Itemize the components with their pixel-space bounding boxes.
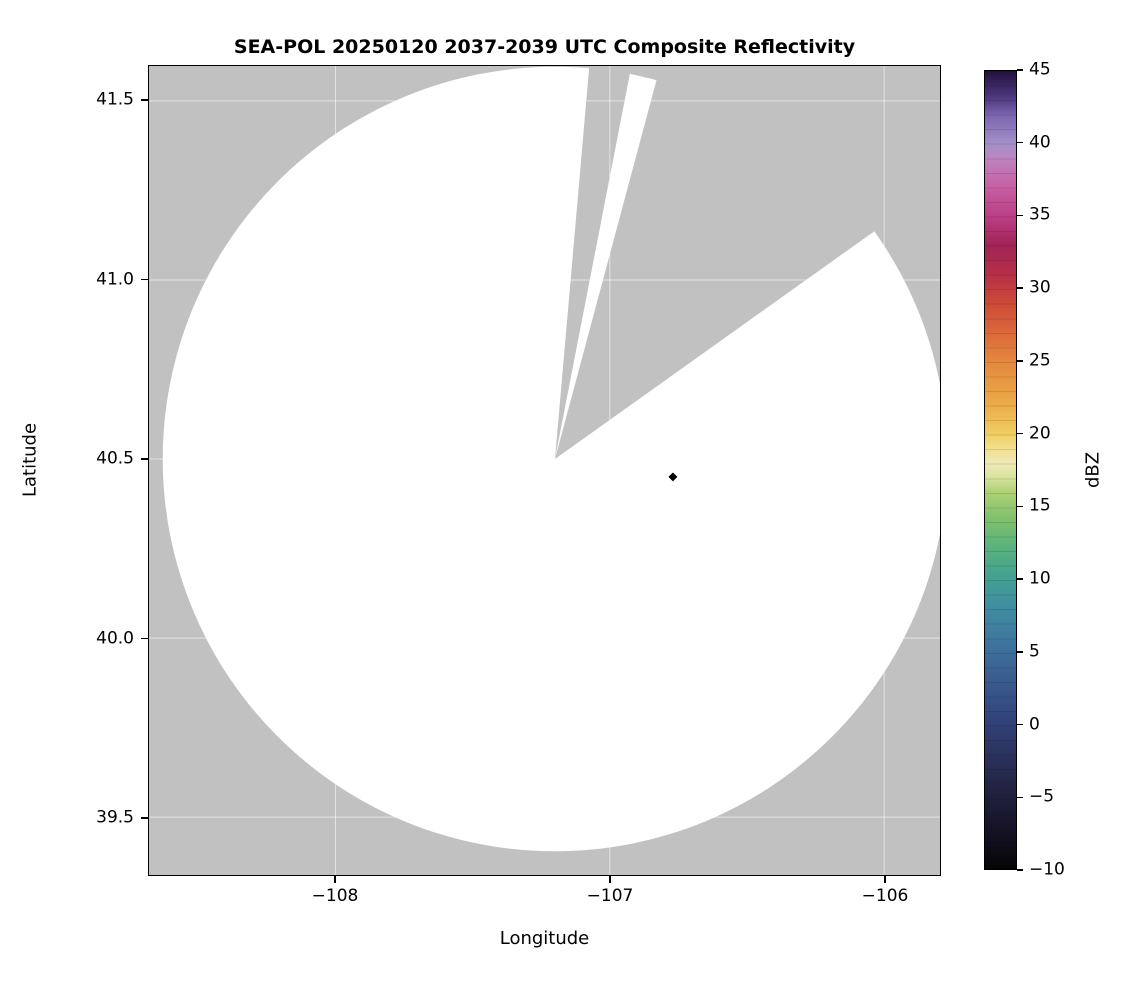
plot-area xyxy=(148,65,941,876)
colorbar-tick-mark xyxy=(1017,505,1023,508)
x-tick-label: −108 xyxy=(311,886,359,906)
colorbar-tick-mark xyxy=(1017,796,1023,799)
colorbar-tick-label: 40 xyxy=(1029,132,1051,153)
chart-title: SEA-POL 20250120 2037-2039 UTC Composite… xyxy=(233,36,856,58)
y-tick-mark xyxy=(141,637,148,640)
x-tick-mark xyxy=(884,876,886,883)
x-tick-mark xyxy=(334,876,336,883)
x-tick-label: −107 xyxy=(586,886,634,906)
y-axis-label: Latitude xyxy=(19,422,41,498)
colorbar-tick-mark xyxy=(1017,723,1023,726)
colorbar-tick-label: 0 xyxy=(1029,714,1040,735)
x-axis-label: Longitude xyxy=(499,928,590,949)
colorbar-tick-mark xyxy=(1017,360,1023,362)
x-tick-label: −106 xyxy=(861,886,909,906)
blocked-sector-wedge xyxy=(554,66,632,460)
colorbar-tick-mark xyxy=(1017,141,1023,144)
radar-map-svg xyxy=(149,66,940,875)
colorbar-tick-mark xyxy=(1017,287,1023,289)
y-tick-label: 41.0 xyxy=(96,269,134,290)
colorbar-tick-label: 45 xyxy=(1029,59,1051,80)
colorbar-tick-mark xyxy=(1017,651,1023,653)
colorbar-tick-mark xyxy=(1017,869,1023,871)
colorbar-tick-label: 15 xyxy=(1029,495,1051,516)
colorbar-tick-label: 30 xyxy=(1029,277,1051,298)
colorbar-tick-label: 35 xyxy=(1029,205,1051,226)
colorbar-tick-mark xyxy=(1017,432,1023,435)
y-tick-mark xyxy=(141,99,148,101)
blocked-sector-wedge xyxy=(554,66,940,460)
colorbar-tick-label: 20 xyxy=(1029,423,1051,444)
colorbar-tick-mark xyxy=(1017,214,1023,217)
y-tick-label: 41.5 xyxy=(96,89,134,110)
colorbar-tick-label: −10 xyxy=(1029,859,1065,880)
colorbar-tick-label: −5 xyxy=(1029,786,1055,807)
y-tick-mark xyxy=(141,458,148,460)
y-tick-label: 40.5 xyxy=(96,448,134,469)
colorbar xyxy=(984,70,1017,870)
colorbar-tick-label: 25 xyxy=(1029,350,1051,371)
x-tick-mark xyxy=(609,876,611,883)
colorbar-label: dBZ xyxy=(1082,451,1104,489)
y-tick-label: 39.5 xyxy=(96,807,134,828)
colorbar-tick-mark xyxy=(1017,69,1023,71)
y-tick-mark xyxy=(141,278,148,281)
colorbar-tick-label: 10 xyxy=(1029,568,1051,589)
colorbar-tick-mark xyxy=(1017,578,1023,580)
y-tick-mark xyxy=(141,817,148,819)
colorbar-tick-label: 5 xyxy=(1029,641,1040,662)
radar-map xyxy=(149,66,940,875)
y-tick-label: 40.0 xyxy=(96,628,134,649)
